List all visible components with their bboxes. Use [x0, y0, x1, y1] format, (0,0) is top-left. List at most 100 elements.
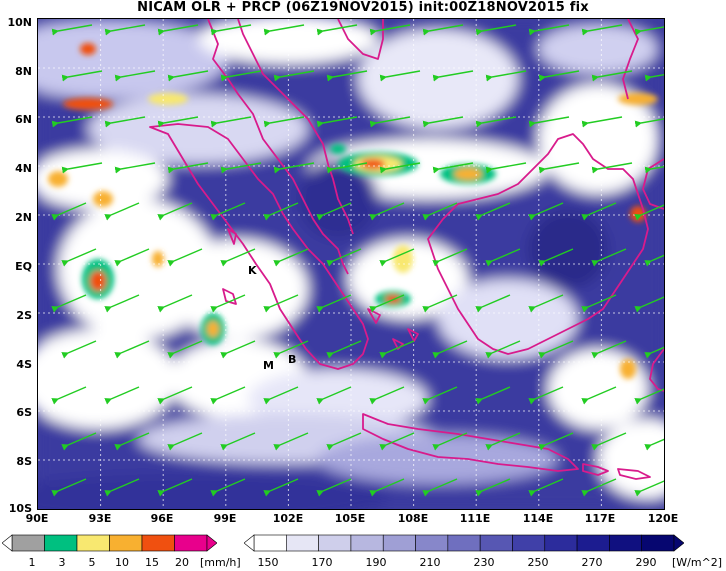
colorbar-swatch [641, 534, 675, 552]
colorbar-min-arrow [1, 534, 13, 552]
wind-arrow [273, 70, 315, 82]
colorbar-swatch [76, 534, 110, 552]
wind-arrow [538, 248, 574, 267]
colorbar-swatch [415, 534, 449, 552]
wind-arrow [210, 386, 246, 405]
wind-arrow [51, 294, 87, 313]
wind-arrow [591, 340, 627, 359]
lon-label: 114E [522, 512, 554, 525]
colorbar-swatch [44, 534, 78, 552]
lon-label: 120E [647, 512, 679, 525]
wind-arrow [485, 340, 521, 359]
wind-arrow [432, 340, 468, 359]
wind-arrow [316, 116, 358, 128]
olr-colorbar-swatches [243, 534, 685, 552]
wind-arrow [220, 432, 256, 451]
wind-arrow [167, 162, 209, 174]
lat-label: 2N [15, 211, 32, 224]
wind-vectors [51, 24, 664, 497]
wind-arrow [528, 202, 564, 221]
wind-arrow [167, 432, 203, 451]
wind-arrow [114, 70, 156, 82]
wind-arrow [210, 116, 252, 128]
colorbar-swatch [318, 534, 352, 552]
lon-label: 111E [459, 512, 491, 525]
olr-tick: 270 [581, 556, 603, 569]
wind-arrow [61, 340, 97, 359]
wind-arrow [634, 204, 664, 221]
precip-units: [mm/h] [200, 556, 241, 569]
lat-label: 10N [7, 16, 32, 29]
wind-arrow [220, 70, 262, 82]
colorbar-swatch [11, 534, 45, 552]
wind-arrow [114, 162, 156, 174]
lon-label: 96E [150, 512, 174, 525]
wind-arrow [61, 248, 97, 267]
wind-arrow [220, 162, 262, 174]
wind-arrow [104, 24, 146, 36]
wind-arrow [538, 70, 580, 82]
wind-arrow [61, 162, 103, 174]
wind-arrow [644, 438, 664, 451]
colorbar-swatch [109, 534, 143, 552]
wind-arrow [51, 116, 93, 128]
wind-arrow [157, 386, 193, 405]
wind-arrow [263, 116, 305, 128]
wind-arrow [369, 386, 405, 405]
lat-label: 2S [16, 309, 32, 322]
wind-arrow [167, 248, 203, 267]
lat-label: 6S [16, 406, 32, 419]
lat-label: 8N [15, 65, 32, 78]
wind-arrow [634, 26, 664, 36]
wind-arrow [432, 432, 468, 451]
wind-arrow [157, 116, 199, 128]
wind-arrow [316, 386, 352, 405]
wind-arrow [379, 340, 415, 359]
lon-label: 105E [334, 512, 366, 525]
olr-tick: 150 [257, 556, 279, 569]
wind-arrow [591, 162, 633, 174]
colorbar-swatch [609, 534, 642, 552]
wind-arrow [61, 432, 97, 451]
wind-arrow [644, 346, 664, 359]
lat-label: 8S [16, 455, 32, 468]
wind-arrow [528, 386, 564, 405]
wind-arrow [210, 478, 246, 497]
precip-tick: 3 [58, 556, 66, 569]
lat-label: 4S [16, 358, 32, 371]
precip-tick: 5 [88, 556, 96, 569]
wind-arrow [273, 248, 309, 267]
precip-tick: 1 [28, 556, 36, 569]
wind-arrow [369, 478, 405, 497]
wind-arrow [581, 294, 617, 313]
precip-tick: 10 [115, 556, 129, 569]
wind-arrow [316, 24, 358, 36]
colorbar-swatch [544, 534, 578, 552]
wind-arrow [422, 294, 458, 313]
wind-arrow [475, 478, 511, 497]
wind-arrow [114, 248, 150, 267]
wind-arrow [316, 478, 352, 497]
wind-arrow [538, 340, 574, 359]
wind-arrow [379, 70, 421, 82]
wind-arrow [475, 24, 517, 36]
station-markers: K M B [248, 264, 296, 372]
wind-arrow [316, 202, 352, 221]
wind-arrow [485, 162, 527, 174]
colorbar-max-arrow [673, 534, 685, 552]
wind-arrow [475, 116, 517, 128]
wind-arrow [210, 202, 246, 221]
wind-arrow [51, 24, 93, 36]
wind-arrow [263, 24, 305, 36]
lon-label: 102E [272, 512, 304, 525]
wind-arrow [432, 162, 474, 174]
wind-arrow [220, 340, 256, 359]
wind-arrow [273, 340, 309, 359]
colorbar-max-arrow [206, 534, 218, 552]
wind-arrow [326, 248, 362, 267]
wind-arrow [273, 432, 309, 451]
colorbar-min-arrow [243, 534, 255, 552]
colorbar-swatch [447, 534, 481, 552]
olr-colorbar [243, 534, 685, 552]
colorbar-swatch [512, 534, 546, 552]
